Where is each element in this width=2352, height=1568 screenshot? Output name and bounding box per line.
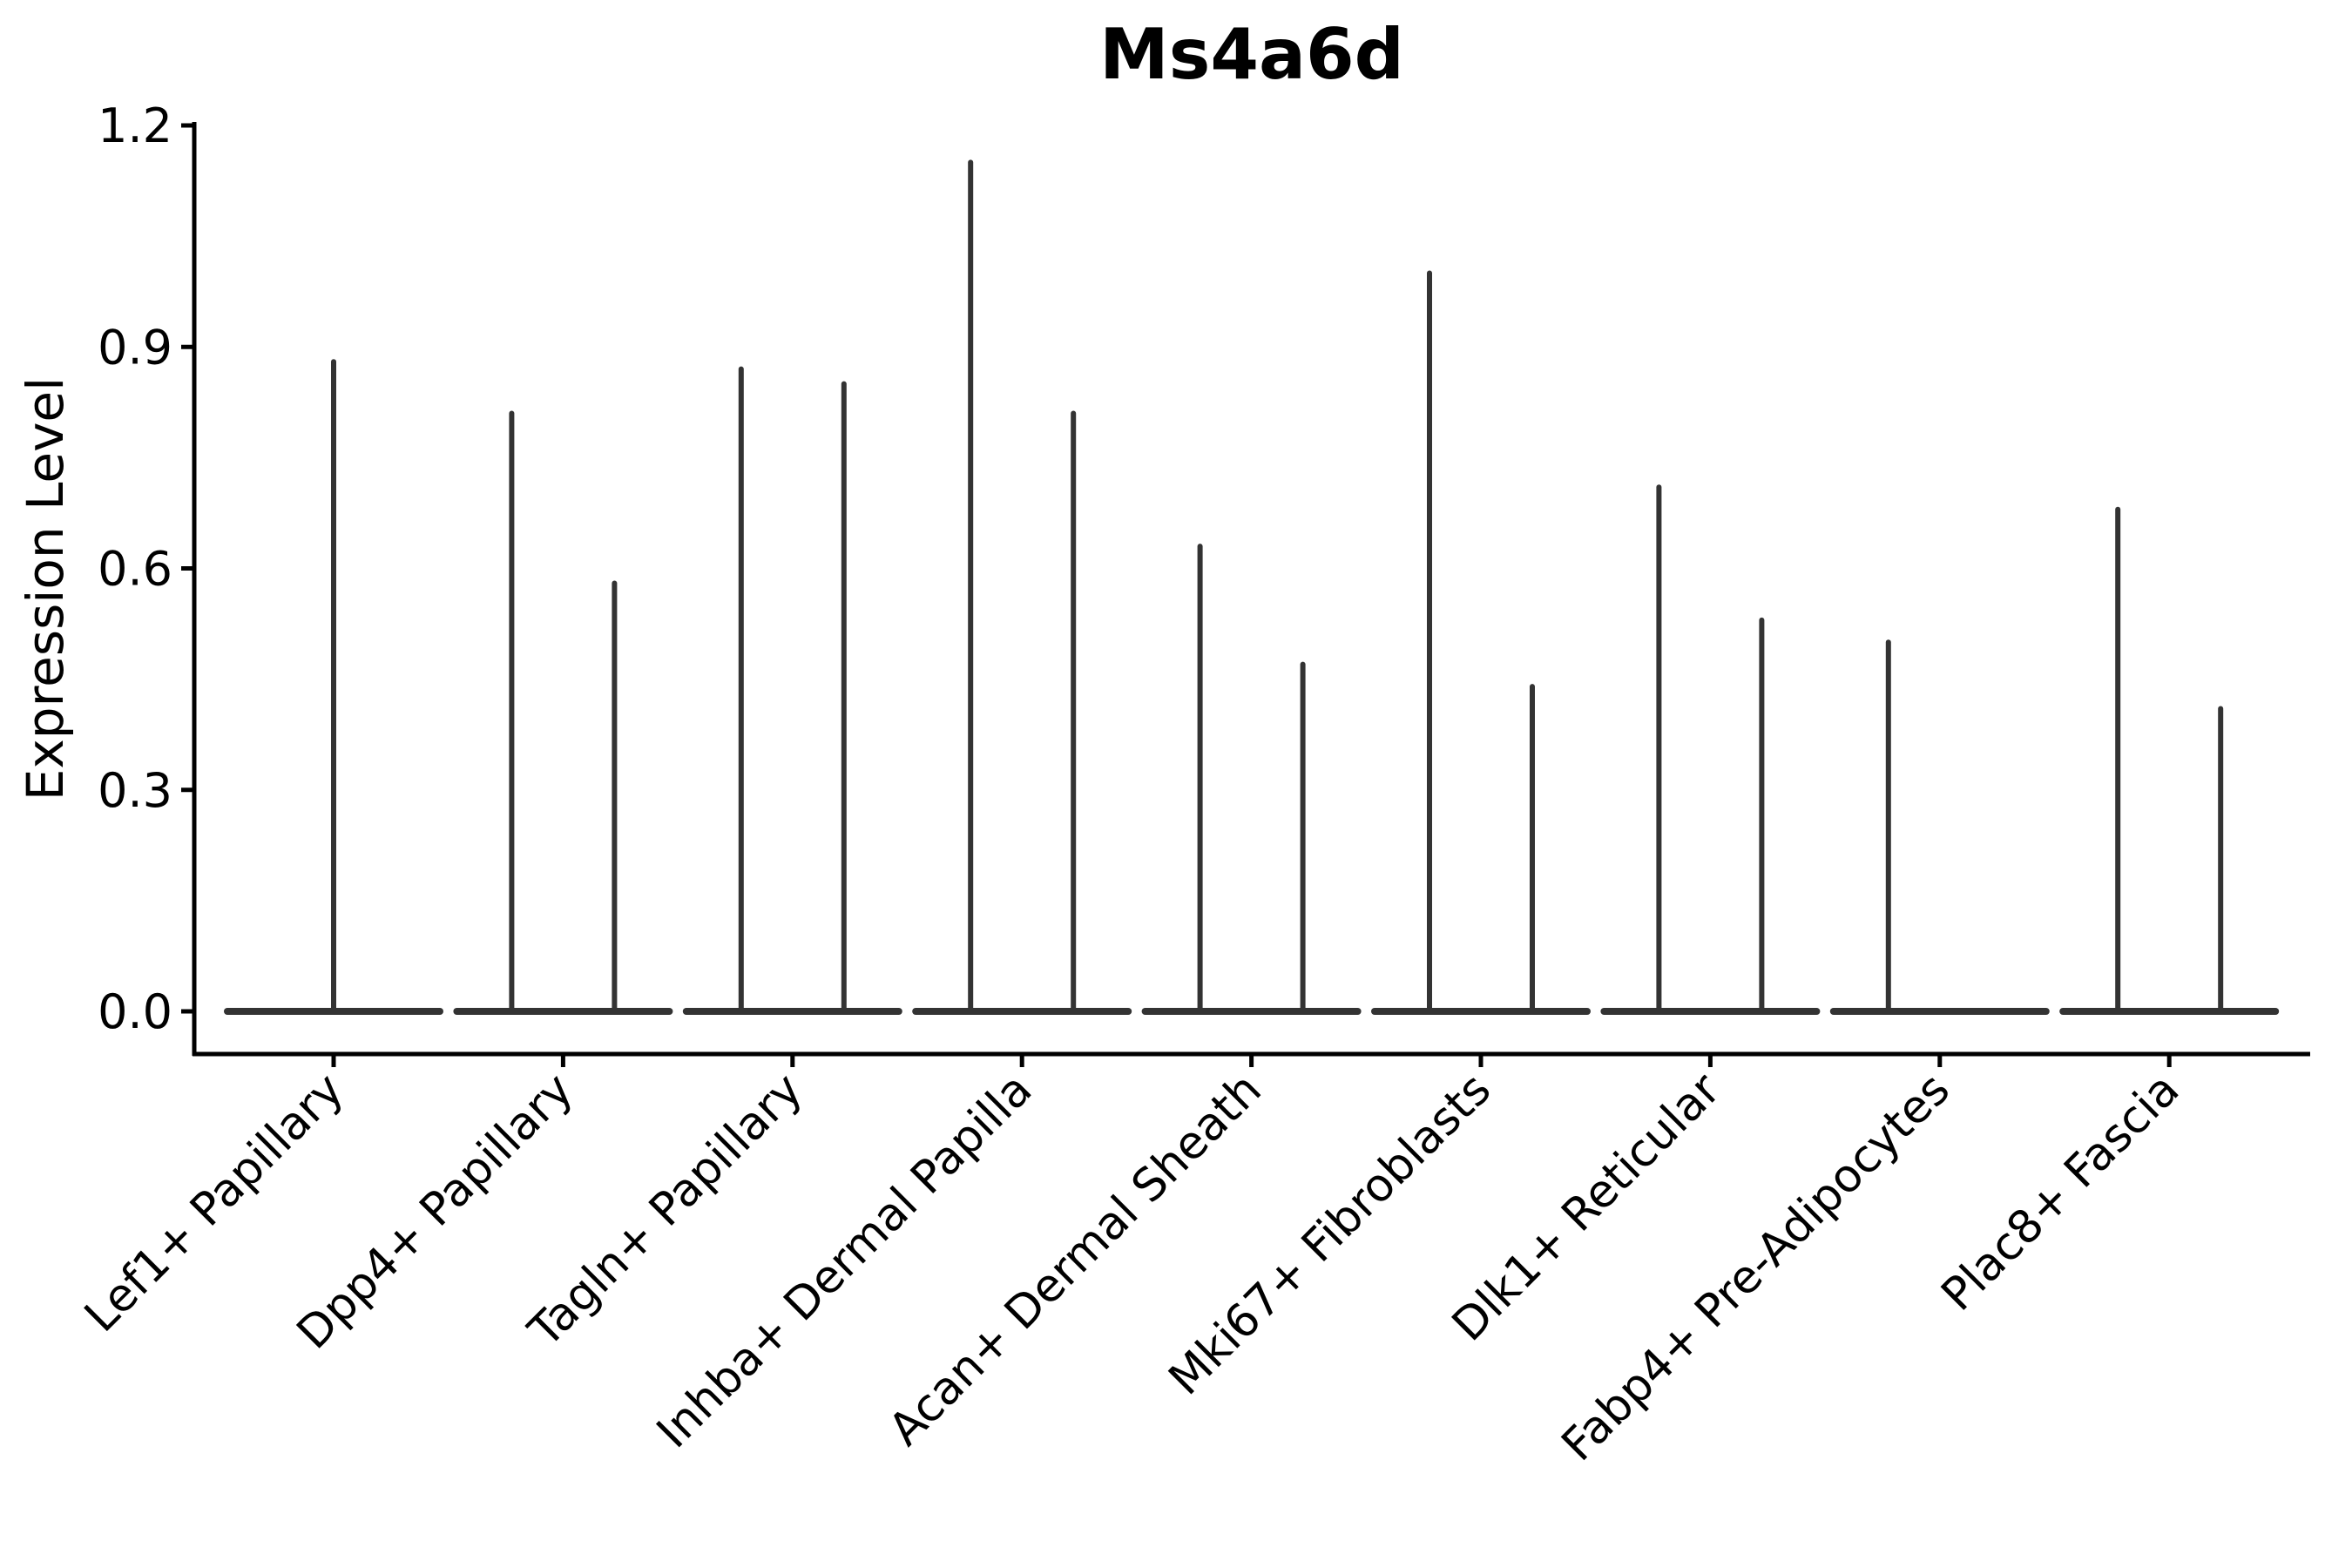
y-tick-label: 1.2	[98, 98, 172, 153]
violin-group	[682, 366, 902, 1015]
violins-layer	[224, 159, 2280, 1015]
violin-group	[912, 159, 1132, 1015]
violin-group	[1829, 639, 2050, 1015]
violin-group	[2059, 506, 2280, 1015]
x-tick-label: Acan+ Dermal Sheath	[879, 1064, 1272, 1456]
y-axis-label: Expression Level	[16, 377, 75, 801]
y-tick-label: 0.0	[98, 984, 172, 1039]
violin-group	[224, 359, 443, 1015]
x-tick-label: Inhba+ Dermal Papilla	[647, 1064, 1042, 1458]
violin-group	[1600, 484, 1821, 1015]
violin-group	[453, 410, 673, 1015]
chart-title: Ms4a6d	[1099, 14, 1404, 95]
y-tick-label: 0.3	[98, 763, 172, 818]
y-tick-label: 0.9	[98, 320, 172, 375]
violin-group	[1141, 544, 1362, 1015]
x-tick-label: Plac8+ Fascia	[1932, 1064, 2190, 1321]
x-tick-label: Fabp4+ Pre-Adipocytes	[1552, 1064, 1960, 1471]
violin-group	[1371, 270, 1591, 1015]
y-tick-label: 0.6	[98, 542, 172, 597]
